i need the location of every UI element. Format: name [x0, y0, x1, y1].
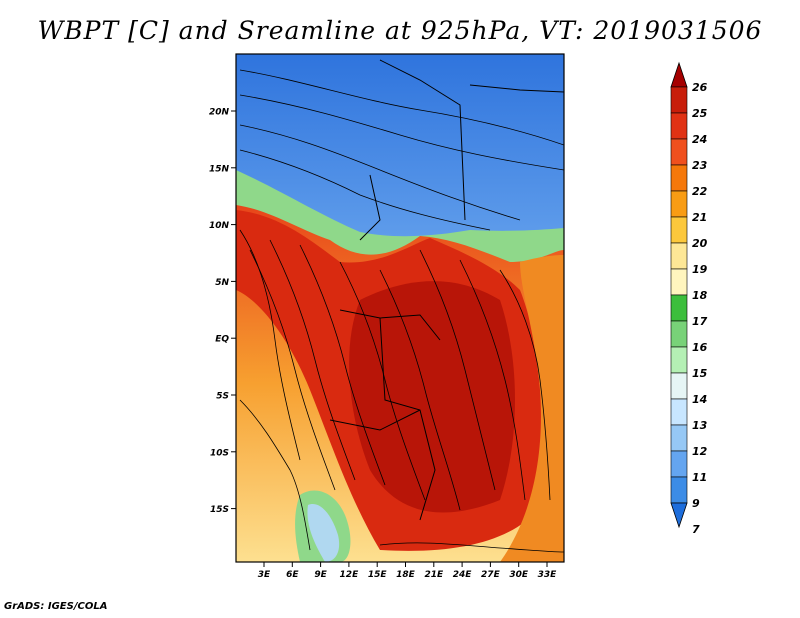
lat-label: 10N — [209, 221, 230, 231]
lon-label: 15E — [368, 570, 388, 580]
lat-label: 5N — [215, 278, 229, 288]
latitude-axis: 20N 15N 10N 5N EQ 5S 10S 15S — [209, 108, 236, 515]
lon-label: 21E — [424, 570, 444, 580]
colorbar-label: 22 — [692, 185, 708, 198]
lat-label: 5S — [216, 392, 229, 402]
colorbar-label: 7 — [692, 523, 700, 536]
chart-title: WBPT [C] and Sreamline at 925hPa, VT: 20… — [37, 16, 763, 45]
streamlines — [239, 69, 564, 553]
lon-label: 9E — [314, 570, 327, 580]
colorbar-label: 12 — [692, 445, 708, 458]
lon-label: 30E — [509, 570, 529, 580]
colorbar-segment — [670, 398, 688, 426]
colorbar-label: 26 — [692, 81, 708, 94]
country-borders — [329, 59, 564, 521]
map-frame — [235, 53, 565, 563]
colorbar-label: 23 — [692, 159, 708, 172]
colorbar-label: 19 — [692, 263, 708, 276]
lat-label: EQ — [215, 335, 229, 345]
colorbar-label: 18 — [692, 289, 708, 302]
colorbar-segment — [670, 320, 688, 348]
colorbar-label: 9 — [692, 497, 700, 510]
colorbar-segment — [670, 294, 688, 322]
lat-label: 20N — [209, 108, 230, 118]
lat-label: 10S — [210, 448, 229, 458]
colorbar-label: 20 — [692, 237, 708, 250]
grads-credit: GrADS: IGES/COLA — [4, 601, 108, 612]
colorbar-top-arrow — [670, 61, 688, 88]
colorbar-segment — [670, 346, 688, 374]
colorbar-segment — [670, 242, 688, 270]
colorbar-bottom-arrow — [670, 502, 688, 529]
lon-label: 18E — [396, 570, 416, 580]
lon-label: 33E — [538, 570, 558, 580]
lon-label: 27E — [481, 570, 501, 580]
lat-label: 15S — [210, 505, 229, 515]
lon-label: 3E — [258, 570, 271, 580]
colorbar-segment — [670, 138, 688, 166]
colorbar-segment — [670, 450, 688, 478]
colorbar-segment — [670, 424, 688, 452]
lon-label: 24E — [453, 570, 473, 580]
colorbar-segment — [670, 372, 688, 400]
colorbar-label: 16 — [692, 341, 708, 354]
colorbar-label: 15 — [692, 367, 708, 380]
colorbar-segment — [670, 216, 688, 244]
colorbar-label: 21 — [692, 211, 707, 224]
colorbar-label: 14 — [692, 393, 707, 406]
colorbar-segment — [670, 268, 688, 296]
colorbar-label: 17 — [692, 315, 708, 328]
lon-label: 12E — [340, 570, 360, 580]
colorbar-segment — [670, 86, 688, 114]
longitude-axis: 3E 6E 9E 12E 15E 18E 21E 24E 27E 30E 33E — [258, 562, 557, 580]
colorbar-segment — [670, 112, 688, 140]
colorbar-label: 11 — [692, 471, 707, 484]
colorbar: 26 25 24 23 22 21 20 19 18 17 16 15 14 13 12 11 9 7 — [670, 61, 708, 536]
colorbar-segment — [670, 476, 688, 504]
colorbar-segment — [670, 164, 688, 192]
colorbar-label: 13 — [692, 419, 708, 432]
colorbar-segment — [670, 190, 688, 218]
lat-label: 15N — [209, 164, 230, 174]
colorbar-label: 24 — [692, 133, 707, 146]
colorbar-label: 25 — [692, 107, 708, 120]
lon-label: 6E — [286, 570, 299, 580]
